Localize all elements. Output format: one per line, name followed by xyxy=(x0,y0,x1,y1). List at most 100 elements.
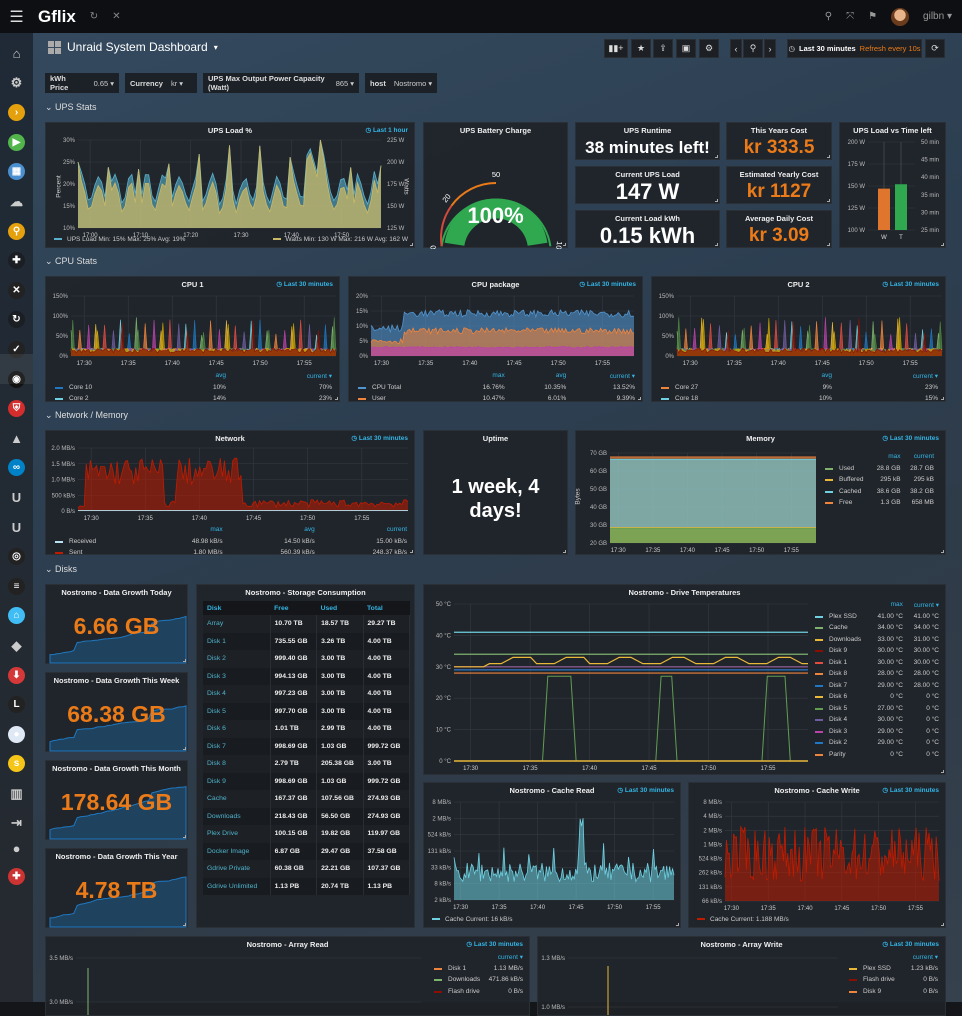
legend-item[interactable]: Core 27 9% 23% xyxy=(658,382,941,394)
legend-item[interactable]: Free 1.3 GB 658 MB xyxy=(822,497,937,509)
data-growth-panel[interactable]: Nostromo - Data Growth This Week 68.38 GB xyxy=(45,672,188,752)
legend-item[interactable]: Downloads 33.00 °C 31.00 °C xyxy=(812,634,942,646)
legend-column-header[interactable]: current xyxy=(318,524,410,536)
variable-value[interactable]: Nostromo xyxy=(394,79,427,88)
legend-item[interactable]: Disk 4 30.00 °C 0 °C xyxy=(812,714,942,726)
close-icon[interactable]: ✕ xyxy=(112,11,120,22)
legend-column-header[interactable]: current xyxy=(904,451,937,463)
variable-value[interactable]: 865 xyxy=(336,79,349,88)
pool-icon[interactable]: ◎ xyxy=(8,548,25,565)
help-icon[interactable]: ✚ xyxy=(8,868,25,885)
legend-item[interactable]: Disk 1 1.13 MB/s xyxy=(431,963,526,975)
gitlab-icon[interactable]: ◆ xyxy=(8,637,25,654)
library-icon[interactable]: ▥ xyxy=(8,785,25,802)
speedtest-icon[interactable]: ↻ xyxy=(8,311,25,328)
legend-column-header[interactable]: current ▾ xyxy=(835,370,941,382)
gear-icon[interactable]: ⚙ xyxy=(8,75,25,92)
legend-item[interactable]: Core 18 10% 15% xyxy=(658,393,941,405)
storage-consumption-panel[interactable]: Nostromo - Storage Consumption Disk Free U… xyxy=(196,584,415,928)
legend-item[interactable]: Disk 1 30.00 °C 30.00 °C xyxy=(812,657,942,669)
search-icon[interactable]: ⚲ xyxy=(825,11,832,22)
notification-icon[interactable]: ⚑ xyxy=(868,11,877,22)
save-button[interactable]: ▣ xyxy=(676,39,696,58)
drive-temperatures-panel[interactable]: Nostromo - Drive Temperatures 50 °C 40 °C… xyxy=(423,584,946,775)
row-network-memory[interactable]: ⌄ Network / Memory xyxy=(45,410,128,421)
legend-item[interactable]: Cache 34.00 °C 34.00 °C xyxy=(812,622,942,634)
ups-load-vs-time-panel[interactable]: UPS Load vs Time left 200 W 175 W 150 W 125… xyxy=(839,122,946,248)
legend-item[interactable]: Disk 5 27.00 °C 0 °C xyxy=(812,703,942,715)
data-growth-panel[interactable]: Nostromo - Data Growth This Month 178.64 … xyxy=(45,760,188,840)
legend-column-header[interactable]: current ▾ xyxy=(903,951,941,963)
lazylibrarian-icon[interactable]: L xyxy=(8,696,25,713)
add-panel-button[interactable]: ▮▮+ xyxy=(604,39,628,58)
year-cost-stat-panel[interactable]: This Years Cost kr 333.5 xyxy=(726,122,832,160)
time-picker[interactable]: ◷ Last 30 minutes Refresh every 10s xyxy=(787,39,922,58)
legend-item[interactable]: Disk 3 29.00 °C 0 °C xyxy=(812,726,942,738)
array-read-panel[interactable]: Nostromo - Array Read ◷ Last 30 minutes … xyxy=(45,936,530,1016)
legend-item[interactable]: Cached 38.6 GB 38.2 GB xyxy=(822,486,937,498)
runtime-stat-panel[interactable]: UPS Runtime 38 minutes left! xyxy=(575,122,720,160)
variable-kwh-price[interactable]: kWh Price 0.65 ▾ xyxy=(45,73,119,93)
row-ups-stats[interactable]: ⌄ UPS Stats xyxy=(45,102,97,113)
avatar[interactable] xyxy=(891,8,909,26)
cache-write-panel[interactable]: Nostromo - Cache Write ◷ Last 30 minutes… xyxy=(688,782,946,928)
column-header[interactable]: Disk xyxy=(203,601,270,615)
column-header[interactable]: Total xyxy=(363,601,409,615)
zoom-out-button[interactable]: ⚲ xyxy=(743,39,763,58)
variable-value[interactable]: 0.65 xyxy=(94,79,109,88)
variable-currency[interactable]: Currency kr ▾ xyxy=(125,73,197,93)
star-button[interactable]: ★ xyxy=(631,39,651,58)
shield-icon[interactable]: ⛨ xyxy=(8,400,25,417)
search-icon[interactable]: ⚲ xyxy=(8,223,25,240)
legend-column-header[interactable]: avg xyxy=(508,370,570,382)
row-disks[interactable]: ⌄ Disks xyxy=(45,564,77,575)
legend-column-header[interactable]: avg xyxy=(226,524,318,536)
tautulli-icon[interactable]: ✕ xyxy=(8,282,25,299)
legend-column-header[interactable]: avg xyxy=(165,370,229,382)
nextcloud-icon[interactable]: ∞ xyxy=(8,459,25,476)
water-icon[interactable]: ● xyxy=(8,726,25,743)
download-icon[interactable]: ⬇ xyxy=(8,667,25,684)
settings-button[interactable]: ⚙ xyxy=(699,39,719,58)
legend-item[interactable]: CPU Total 16.76% 10.35% 13.52% xyxy=(355,382,638,394)
legend-item[interactable]: Buffered 295 kB 295 kB xyxy=(822,474,937,486)
user-menu[interactable]: gilbn ▾ xyxy=(923,11,952,22)
array-write-panel[interactable]: Nostromo - Array Write ◷ Last 30 minutes… xyxy=(537,936,946,1016)
refresh-button[interactable]: ⟳ xyxy=(925,39,945,58)
refresh-icon[interactable]: ↻ xyxy=(90,11,98,22)
sign-out-icon[interactable]: ⇥ xyxy=(8,815,25,832)
legend-column-header[interactable]: current ▾ xyxy=(484,951,526,963)
legend-column-header[interactable]: max xyxy=(446,370,508,382)
variable-ups-max-output-power-capacity-watt-[interactable]: UPS Max Output Power Capacity (Watt) 865 ▾ xyxy=(203,73,359,93)
legend-item[interactable]: Downloads 471.86 kB/s xyxy=(431,974,526,986)
data-growth-panel[interactable]: Nostromo - Data Growth Today 6.66 GB xyxy=(45,584,188,664)
unraid-icon[interactable]: ▦ xyxy=(8,163,25,180)
row-cpu-stats[interactable]: ⌄ CPU Stats xyxy=(45,256,97,267)
legend-column-header[interactable]: max xyxy=(142,524,226,536)
legend-item[interactable]: Core 10 10% 70% xyxy=(52,382,335,394)
nodes-icon[interactable]: ▲ xyxy=(8,430,25,447)
legend-item[interactable]: Received 48.98 kB/s 14.50 kB/s 15.00 kB/s xyxy=(52,536,410,548)
home-icon[interactable]: ⌂ xyxy=(8,45,25,62)
homeassistant-icon[interactable]: ⌂ xyxy=(8,607,25,624)
legend-item[interactable]: Used 28.8 GB 28.7 GB xyxy=(822,463,937,475)
sabnzbd-icon[interactable]: s xyxy=(8,755,25,772)
time-back-button[interactable]: ‹ xyxy=(730,39,742,58)
legend-item[interactable]: Disk 9 0 B/s xyxy=(846,986,941,998)
variable-value[interactable]: kr xyxy=(171,79,177,88)
legend-item[interactable]: Flash drive 0 B/s xyxy=(846,974,941,986)
legend-item[interactable]: Plex SSD 41.00 °C 41.00 °C xyxy=(812,611,942,623)
router-icon[interactable]: ≡ xyxy=(8,578,25,595)
legend-item[interactable]: Disk 8 28.00 °C 28.00 °C xyxy=(812,668,942,680)
legend-item[interactable]: Disk 6 0 °C 0 °C xyxy=(812,691,942,703)
time-forward-button[interactable]: › xyxy=(764,39,776,58)
unifi-green-icon[interactable]: U xyxy=(8,519,25,536)
cache-read-panel[interactable]: Nostromo - Cache Read ◷ Last 30 minutes … xyxy=(423,782,681,928)
network-panel[interactable]: Network ◷ Last 30 minutes 2.0 MB/s 1.5 MB… xyxy=(45,430,415,555)
uptime-panel[interactable]: Uptime 1 week, 4 days! xyxy=(423,430,568,555)
legend-item[interactable]: Disk 9 30.00 °C 30.00 °C xyxy=(812,645,942,657)
legend-column-header[interactable]: current ▾ xyxy=(229,370,335,382)
share-button[interactable]: ⇪ xyxy=(653,39,673,58)
dashboard-title-picker[interactable]: Unraid System Dashboard ▾ xyxy=(48,40,218,54)
ups-load-panel[interactable]: UPS Load % ◷ Last 1 hour UPS Load Min: 1… xyxy=(45,122,415,248)
